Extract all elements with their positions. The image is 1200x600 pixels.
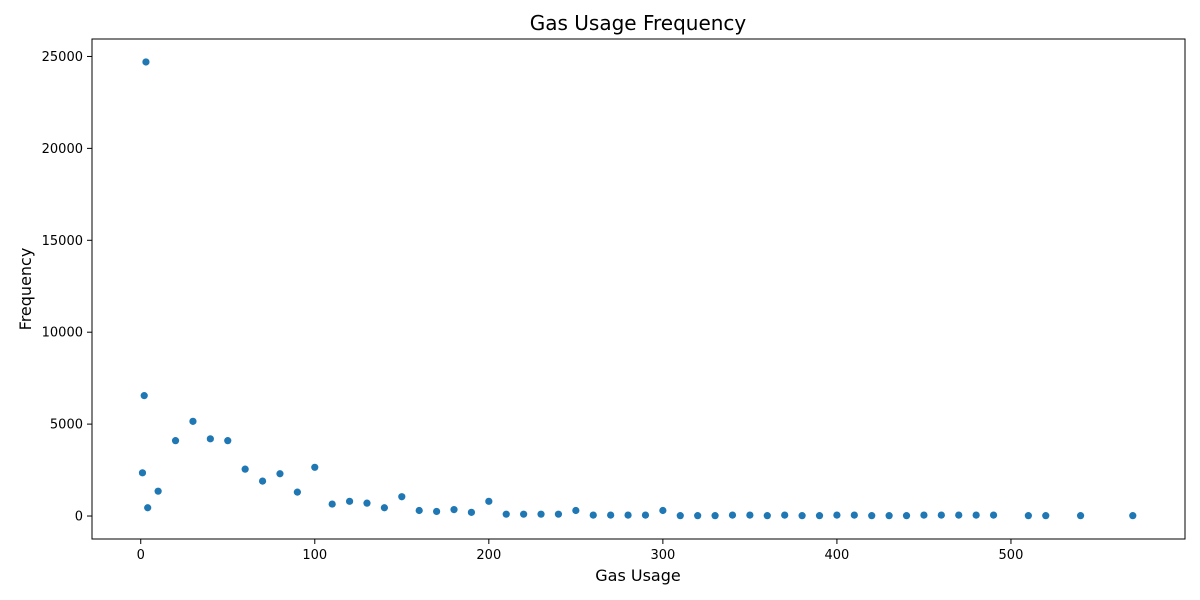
data-point bbox=[763, 512, 771, 520]
data-point bbox=[850, 511, 858, 519]
data-point bbox=[224, 437, 232, 445]
data-points bbox=[138, 58, 1137, 520]
y-tick-label: 5000 bbox=[50, 418, 83, 433]
data-point bbox=[920, 511, 928, 519]
data-point bbox=[520, 510, 528, 518]
plot-area bbox=[91, 38, 1186, 540]
data-point bbox=[676, 512, 684, 520]
data-point bbox=[694, 512, 702, 520]
data-point bbox=[572, 506, 580, 515]
data-point bbox=[485, 497, 493, 505]
y-axis: 0 5000 10000 15000 20000 25000 bbox=[42, 50, 92, 525]
x-axis-label: Gas Usage bbox=[595, 566, 680, 585]
data-point bbox=[138, 469, 147, 477]
data-point bbox=[554, 510, 563, 518]
x-tick-label: 0 bbox=[137, 548, 145, 563]
data-point bbox=[624, 511, 632, 519]
data-point bbox=[171, 437, 180, 445]
data-point bbox=[902, 512, 911, 520]
data-point bbox=[641, 511, 650, 519]
data-point bbox=[467, 508, 476, 516]
data-point bbox=[937, 511, 945, 519]
data-point bbox=[328, 500, 336, 508]
data-point bbox=[276, 470, 284, 478]
y-tick-label: 0 bbox=[75, 510, 83, 525]
data-point bbox=[140, 392, 148, 400]
data-point bbox=[989, 511, 998, 519]
chart-title: Gas Usage Frequency bbox=[530, 11, 747, 35]
data-point bbox=[885, 512, 893, 520]
data-point bbox=[659, 506, 667, 515]
data-point bbox=[206, 435, 214, 443]
x-tick-label: 300 bbox=[650, 548, 675, 563]
data-point bbox=[711, 512, 719, 520]
data-point bbox=[154, 487, 162, 495]
data-point bbox=[415, 506, 423, 515]
data-point bbox=[450, 505, 458, 514]
data-point bbox=[607, 511, 615, 519]
x-tick-label: 500 bbox=[999, 548, 1024, 563]
data-point bbox=[1129, 512, 1137, 520]
y-tick-label: 25000 bbox=[42, 50, 83, 65]
data-point bbox=[345, 497, 354, 505]
data-point bbox=[1024, 512, 1032, 520]
data-point bbox=[972, 511, 980, 519]
x-tick-label: 200 bbox=[476, 548, 501, 563]
data-point bbox=[293, 488, 301, 496]
data-point bbox=[142, 58, 150, 66]
y-tick-label: 10000 bbox=[42, 326, 83, 341]
data-point bbox=[398, 493, 406, 501]
y-tick-label: 20000 bbox=[42, 142, 83, 157]
data-point bbox=[1042, 512, 1050, 520]
data-point bbox=[815, 512, 824, 520]
data-point bbox=[502, 510, 510, 518]
data-point bbox=[955, 511, 963, 519]
data-point bbox=[144, 504, 152, 512]
data-point bbox=[728, 511, 737, 519]
data-point bbox=[746, 511, 754, 519]
x-tick-label: 100 bbox=[302, 548, 327, 563]
data-point bbox=[1076, 512, 1085, 520]
data-point bbox=[798, 512, 806, 520]
data-point bbox=[311, 463, 319, 471]
x-tick-label: 400 bbox=[824, 548, 849, 563]
x-axis: 0 100 200 300 400 500 bbox=[137, 539, 1024, 563]
data-point bbox=[537, 510, 545, 518]
data-point bbox=[868, 512, 876, 520]
data-point bbox=[363, 499, 371, 507]
data-point bbox=[781, 511, 789, 519]
data-point bbox=[433, 507, 441, 516]
y-axis-label: Frequency bbox=[16, 248, 35, 331]
data-point bbox=[189, 417, 197, 425]
data-point bbox=[241, 465, 249, 473]
data-point bbox=[380, 504, 388, 512]
data-point bbox=[833, 511, 841, 519]
data-point bbox=[258, 477, 267, 485]
y-tick-label: 15000 bbox=[42, 234, 83, 249]
data-point bbox=[589, 511, 597, 519]
